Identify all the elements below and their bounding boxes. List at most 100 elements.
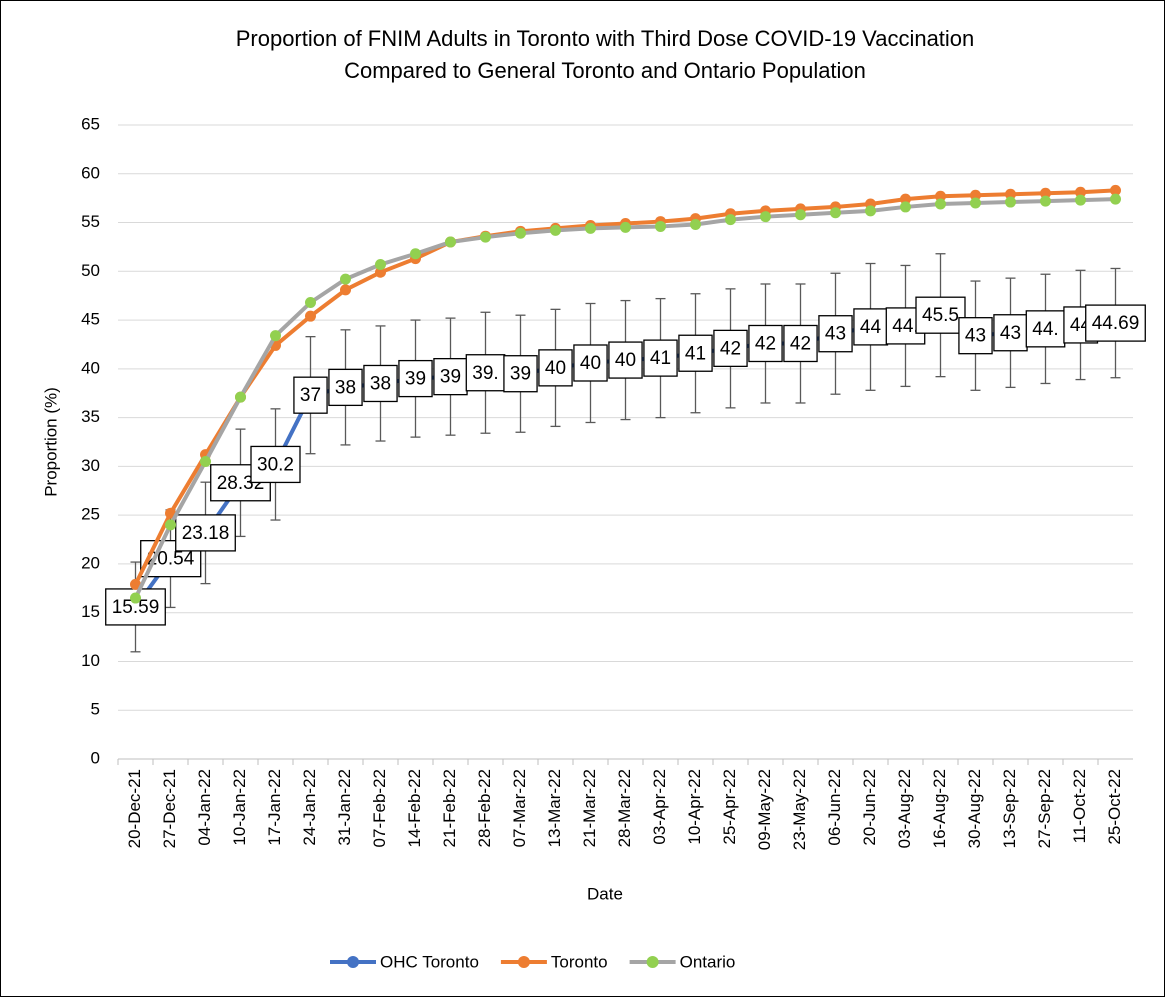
data-point bbox=[1110, 184, 1121, 196]
data-point bbox=[1040, 187, 1051, 199]
x-tick-label: 13-Sep-22 bbox=[1000, 769, 1019, 848]
data-label: 44. bbox=[1025, 310, 1066, 348]
data-label: 44.69 bbox=[1085, 304, 1146, 342]
data-label-text: 39 bbox=[510, 364, 531, 385]
data-label-box bbox=[433, 357, 468, 396]
data-label-text: 40 bbox=[580, 353, 601, 374]
data-label-box bbox=[363, 364, 398, 403]
x-tick-label: 21-Feb-22 bbox=[440, 769, 459, 847]
data-label-text: 15.59 bbox=[112, 597, 160, 618]
x-tick-label: 10-Jan-22 bbox=[230, 769, 249, 846]
data-label: 39 bbox=[503, 355, 538, 393]
data-label-box bbox=[915, 296, 966, 334]
y-tick-label: 40 bbox=[81, 358, 100, 377]
data-label-box bbox=[748, 324, 783, 363]
data-point bbox=[935, 198, 946, 210]
x-tick-label: 03-Apr-22 bbox=[650, 769, 669, 845]
x-tick-label: 24-Jan-22 bbox=[300, 769, 319, 846]
data-label: 42 bbox=[748, 324, 783, 363]
data-point bbox=[305, 310, 316, 322]
data-label-box bbox=[1085, 304, 1146, 342]
data-point bbox=[830, 207, 841, 219]
data-point bbox=[725, 214, 736, 226]
data-label-text: 41 bbox=[685, 343, 706, 364]
data-point bbox=[900, 193, 911, 205]
data-point bbox=[550, 224, 561, 236]
data-label-text: 43 bbox=[1000, 323, 1021, 344]
data-label-box bbox=[465, 354, 506, 392]
data-label-text: 41 bbox=[650, 348, 671, 369]
data-label-box bbox=[398, 359, 433, 398]
y-tick-label: 35 bbox=[81, 407, 100, 426]
data-label: 39. bbox=[465, 354, 506, 392]
x-tick-label: 30-Aug-22 bbox=[965, 769, 984, 848]
legend-marker bbox=[646, 956, 659, 968]
data-point bbox=[620, 221, 631, 233]
data-label-text: 38 bbox=[335, 377, 356, 398]
x-tick-label: 21-Mar-22 bbox=[580, 769, 599, 847]
x-tick-label: 31-Jan-22 bbox=[335, 769, 354, 846]
data-label: 42 bbox=[713, 329, 748, 368]
data-label-box bbox=[328, 368, 363, 407]
x-tick-label: 06-Jun-22 bbox=[825, 769, 844, 846]
data-label: 45.5 bbox=[915, 296, 966, 334]
data-label-box bbox=[783, 324, 818, 363]
data-label-box bbox=[643, 339, 678, 377]
legend-label: Ontario bbox=[680, 952, 736, 971]
data-label-text: 38 bbox=[370, 373, 391, 394]
data-point bbox=[1075, 186, 1086, 198]
data-label-text: 45.5 bbox=[922, 305, 959, 326]
data-point bbox=[1005, 196, 1016, 208]
y-tick-label: 15 bbox=[81, 602, 100, 621]
data-label-text: 44.69 bbox=[1092, 313, 1140, 334]
data-label-text: 40 bbox=[615, 350, 636, 371]
chart-subtitle: Compared to General Toronto and Ontario … bbox=[344, 58, 866, 83]
data-point bbox=[165, 519, 176, 531]
data-point bbox=[1040, 195, 1051, 207]
data-label: 44 bbox=[853, 308, 889, 346]
data-point bbox=[690, 218, 701, 230]
data-label: 43 bbox=[958, 317, 993, 355]
data-label-text: 39 bbox=[440, 367, 461, 388]
data-point bbox=[1005, 188, 1016, 200]
data-label-text: 39 bbox=[405, 369, 426, 390]
data-point bbox=[935, 190, 946, 202]
data-label: 43 bbox=[818, 315, 853, 353]
data-label-text: 39. bbox=[472, 363, 498, 384]
x-tick-label: 20-Dec-21 bbox=[125, 769, 144, 848]
x-tick-label: 07-Mar-22 bbox=[510, 769, 529, 847]
data-point bbox=[270, 330, 281, 342]
x-tick-label: 04-Jan-22 bbox=[195, 769, 214, 846]
x-tick-label: 25-Oct-22 bbox=[1105, 769, 1124, 845]
data-point bbox=[130, 578, 141, 590]
data-point bbox=[410, 248, 421, 260]
x-tick-label: 16-Aug-22 bbox=[930, 769, 949, 848]
legend-label: OHC Toronto bbox=[380, 952, 479, 971]
data-label: 41 bbox=[643, 339, 678, 377]
data-point bbox=[340, 273, 351, 285]
x-tick-label: 03-Aug-22 bbox=[895, 769, 914, 848]
y-tick-label: 60 bbox=[81, 163, 100, 182]
x-tick-label: 09-May-22 bbox=[755, 769, 774, 850]
x-tick-label: 10-Apr-22 bbox=[685, 769, 704, 845]
y-tick-label: 20 bbox=[81, 553, 100, 572]
data-label-box bbox=[608, 341, 643, 379]
data-label-text: 42 bbox=[755, 334, 776, 355]
data-label-box bbox=[713, 329, 748, 368]
data-point bbox=[445, 236, 456, 248]
data-label-text: 42 bbox=[720, 338, 741, 359]
y-tick-label: 45 bbox=[81, 310, 100, 329]
data-point bbox=[235, 391, 246, 403]
data-label-box bbox=[538, 349, 573, 387]
data-label-box bbox=[678, 334, 713, 372]
data-point bbox=[200, 456, 211, 468]
data-point bbox=[970, 189, 981, 201]
data-label-text: 42 bbox=[790, 334, 811, 355]
data-label: 38 bbox=[328, 368, 363, 407]
data-label-box bbox=[573, 344, 608, 382]
data-point bbox=[970, 197, 981, 209]
data-label: 40 bbox=[608, 341, 643, 379]
x-tick-label: 27-Sep-22 bbox=[1035, 769, 1054, 848]
y-tick-label: 0 bbox=[91, 748, 100, 767]
